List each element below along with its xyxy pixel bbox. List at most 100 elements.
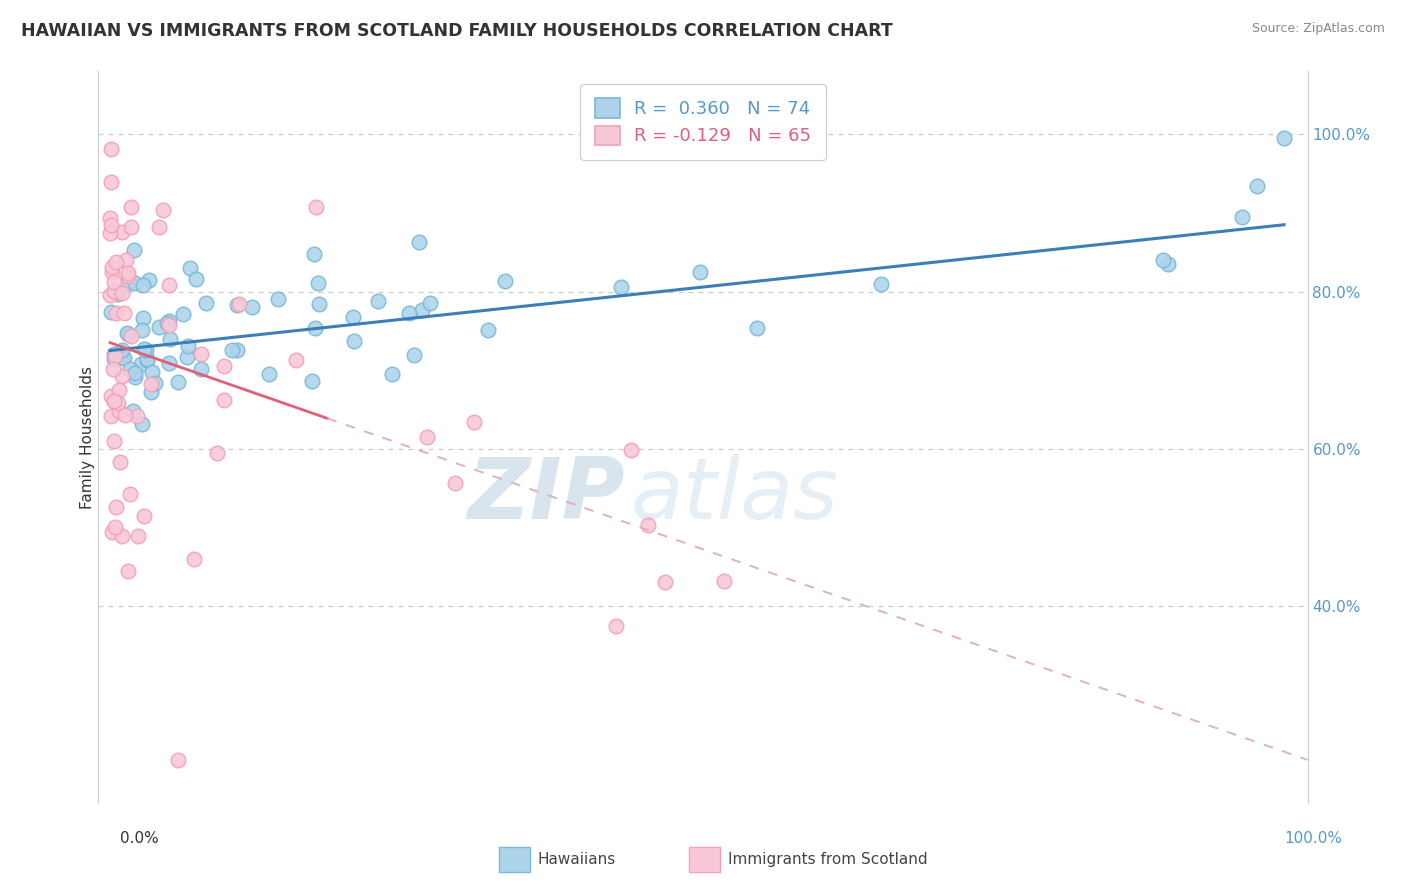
Point xyxy=(103,434,125,448)
Point xyxy=(463,415,485,429)
Point xyxy=(477,323,499,337)
Point xyxy=(689,265,711,279)
Point xyxy=(101,264,124,278)
Point xyxy=(342,310,364,324)
Point xyxy=(115,326,138,340)
Point xyxy=(172,307,194,321)
Legend: R =  0.360   N = 74, R = -0.129   N = 65: R = 0.360 N = 74, R = -0.129 N = 65 xyxy=(581,84,825,160)
Point xyxy=(205,445,228,459)
Point xyxy=(1246,178,1268,193)
Point xyxy=(443,476,465,491)
Point xyxy=(1272,131,1295,145)
Point xyxy=(148,320,170,334)
Point xyxy=(157,318,180,332)
Point xyxy=(103,394,125,409)
Point xyxy=(176,350,198,364)
Point xyxy=(1157,257,1180,271)
Point xyxy=(124,370,146,384)
Point xyxy=(195,295,218,310)
Point xyxy=(307,276,329,290)
Text: 0.0%: 0.0% xyxy=(120,831,159,846)
Y-axis label: Family Households: Family Households xyxy=(80,366,94,508)
Point xyxy=(108,455,131,469)
Point xyxy=(183,552,205,566)
Point xyxy=(257,367,280,381)
Point xyxy=(139,377,162,392)
Point xyxy=(308,296,330,310)
Point xyxy=(301,374,323,388)
Point xyxy=(104,519,127,533)
Point xyxy=(127,528,149,542)
Point xyxy=(167,753,190,767)
Point xyxy=(240,300,263,314)
Point xyxy=(124,366,146,380)
Point xyxy=(221,343,243,357)
Point xyxy=(117,564,139,578)
Point xyxy=(305,200,328,214)
Point xyxy=(381,367,404,381)
Point xyxy=(105,254,128,268)
Point xyxy=(101,524,124,539)
Point xyxy=(134,343,156,357)
Point xyxy=(610,279,633,293)
Point xyxy=(159,333,181,347)
Point xyxy=(111,225,134,239)
Point xyxy=(111,529,134,543)
Text: atlas: atlas xyxy=(630,454,838,537)
Point xyxy=(122,403,145,417)
Point xyxy=(101,361,124,376)
Point xyxy=(342,334,364,349)
Point xyxy=(367,293,389,308)
Point xyxy=(120,200,142,214)
Point xyxy=(112,305,135,319)
Point xyxy=(100,390,122,404)
Point xyxy=(114,408,136,422)
Point xyxy=(416,430,439,444)
Point xyxy=(111,343,134,357)
Point xyxy=(115,253,138,268)
Point xyxy=(129,357,152,371)
Text: 100.0%: 100.0% xyxy=(1285,831,1343,846)
Point xyxy=(103,352,125,367)
Point xyxy=(408,235,430,249)
Point xyxy=(103,393,125,408)
Point xyxy=(103,284,125,298)
Point xyxy=(190,347,212,361)
Point xyxy=(870,277,893,291)
Point xyxy=(148,220,170,235)
Point xyxy=(98,211,121,226)
Point xyxy=(111,286,134,301)
Point xyxy=(152,202,174,217)
Text: ZIP: ZIP xyxy=(467,454,624,537)
Point xyxy=(139,384,162,399)
Point xyxy=(1230,210,1253,224)
Point xyxy=(117,327,139,342)
Point xyxy=(494,274,516,288)
Point xyxy=(135,343,157,357)
Point xyxy=(100,218,122,232)
Point xyxy=(98,288,121,302)
Point xyxy=(157,313,180,327)
Point xyxy=(138,273,160,287)
Point xyxy=(103,347,125,361)
Point xyxy=(131,417,153,431)
Point xyxy=(117,268,139,283)
Point xyxy=(419,296,441,310)
Point xyxy=(105,306,128,320)
Point xyxy=(100,409,122,424)
Point xyxy=(212,392,235,407)
Point xyxy=(103,275,125,289)
Point xyxy=(135,352,157,367)
Point xyxy=(105,285,128,300)
Point xyxy=(304,247,326,261)
Point xyxy=(654,575,676,590)
Point xyxy=(157,356,180,370)
Point xyxy=(100,175,122,189)
Point xyxy=(100,260,122,275)
Point xyxy=(713,574,735,588)
Point xyxy=(111,369,134,384)
Point xyxy=(120,362,142,376)
Point xyxy=(176,338,198,352)
Point xyxy=(120,487,142,501)
Point xyxy=(100,304,122,318)
